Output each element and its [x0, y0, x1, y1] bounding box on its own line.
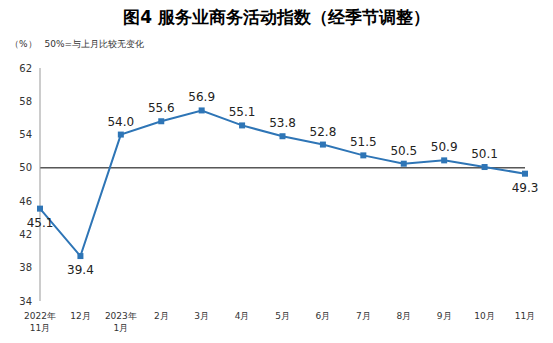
svg-text:62: 62 [19, 63, 32, 74]
svg-text:56.9: 56.9 [188, 90, 215, 104]
svg-text:42: 42 [19, 229, 32, 240]
svg-text:34: 34 [19, 296, 32, 307]
svg-text:53.8: 53.8 [269, 116, 296, 130]
svg-text:49.3: 49.3 [512, 181, 539, 195]
svg-text:6月: 6月 [316, 311, 331, 321]
svg-text:50.1: 50.1 [471, 147, 498, 161]
svg-text:50.9: 50.9 [431, 140, 458, 154]
svg-text:52.8: 52.8 [310, 125, 337, 139]
svg-text:54.0: 54.0 [107, 115, 134, 129]
svg-text:55.6: 55.6 [148, 101, 175, 115]
svg-text:38: 38 [19, 262, 32, 273]
svg-text:8月: 8月 [396, 311, 411, 321]
svg-text:2月: 2月 [154, 311, 169, 321]
svg-text:50: 50 [19, 162, 32, 173]
svg-text:54: 54 [19, 129, 32, 140]
svg-text:45.1: 45.1 [27, 216, 54, 230]
svg-text:11月: 11月 [515, 311, 535, 321]
svg-text:7月: 7月 [356, 311, 371, 321]
svg-text:5月: 5月 [275, 311, 290, 321]
svg-text:12月: 12月 [70, 311, 90, 321]
svg-text:46: 46 [19, 196, 32, 207]
svg-text:58: 58 [19, 96, 32, 107]
svg-text:10月: 10月 [474, 311, 494, 321]
svg-text:2022年11月: 2022年11月 [24, 311, 56, 333]
svg-text:51.5: 51.5 [350, 135, 377, 149]
html-text:50%=与上月比较无变化: 50%=与上月比较无变化 [44, 39, 145, 49]
svg-text:9月: 9月 [437, 311, 452, 321]
svg-text:4月: 4月 [235, 311, 250, 321]
svg-text:39.4: 39.4 [67, 263, 94, 277]
svg-text:2023年1月: 2023年1月 [105, 311, 137, 333]
svg-text:3月: 3月 [194, 311, 209, 321]
html-text:图4 服务业商务活动指数（经季节调整）: 图4 服务业商务活动指数（经季节调整） [123, 7, 430, 27]
svg-text:50.5: 50.5 [390, 144, 417, 158]
svg-text:55.1: 55.1 [229, 105, 256, 119]
